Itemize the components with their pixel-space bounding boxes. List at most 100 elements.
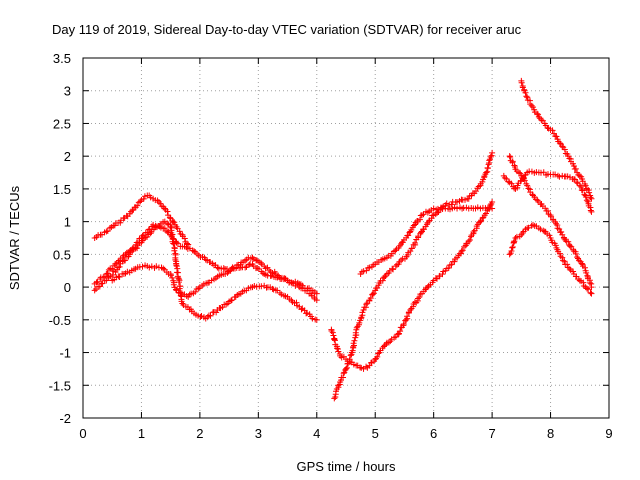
data-marker-track-i bbox=[523, 93, 530, 100]
data-point-track-b bbox=[161, 225, 168, 232]
data-marker-track-b bbox=[242, 264, 249, 271]
data-marker-track-h bbox=[572, 250, 579, 257]
data-marker-track-k bbox=[564, 261, 571, 268]
data-point-track-b bbox=[202, 256, 209, 263]
data-marker-track-e bbox=[404, 313, 411, 320]
data-marker-track-e bbox=[374, 353, 381, 360]
data-marker-track-c bbox=[228, 297, 235, 304]
x-tick-labels: 0 1 2 3 4 5 6 7 8 9 bbox=[79, 426, 612, 441]
data-marker-track-k bbox=[509, 243, 516, 250]
data-marker-track-d bbox=[116, 273, 123, 280]
data-marker-track-g bbox=[405, 232, 412, 239]
data-point-track-j bbox=[588, 208, 595, 215]
data-marker-track-f bbox=[389, 265, 396, 272]
data-marker-track-g bbox=[416, 216, 423, 223]
data-marker-track-f bbox=[390, 266, 397, 273]
data-marker-track-f bbox=[418, 229, 425, 236]
data-point-track-k bbox=[576, 277, 583, 284]
data-point-track-f bbox=[465, 195, 472, 202]
data-point-track-i bbox=[588, 195, 595, 202]
data-marker-track-h bbox=[574, 254, 581, 261]
data-marker-track-e bbox=[385, 339, 392, 346]
data-marker-track-k bbox=[583, 285, 590, 292]
data-point-track-b bbox=[313, 290, 320, 297]
data-marker-track-k bbox=[509, 244, 516, 251]
data-marker-track-d bbox=[170, 281, 177, 288]
data-point-track-i bbox=[524, 94, 531, 101]
data-marker-track-j bbox=[508, 180, 515, 187]
data-marker-track-e bbox=[448, 261, 455, 268]
data-marker-track-d bbox=[228, 265, 235, 272]
data-marker-track-i bbox=[556, 140, 563, 147]
x-tick-label: 1 bbox=[138, 426, 145, 441]
data-marker-track-c bbox=[175, 279, 182, 286]
data-marker-track-e bbox=[330, 332, 337, 339]
data-marker-track-a bbox=[164, 208, 171, 215]
data-marker-track-d bbox=[195, 285, 202, 292]
data-marker-track-e bbox=[329, 329, 336, 336]
data-marker-track-k bbox=[525, 224, 532, 231]
data-marker-track-c bbox=[298, 306, 305, 313]
data-marker-track-f bbox=[487, 153, 494, 160]
data-marker-track-h bbox=[515, 169, 522, 176]
data-marker-track-k bbox=[585, 286, 592, 293]
chart-title: Day 119 of 2019, Sidereal Day-to-day VTE… bbox=[52, 22, 522, 37]
data-marker-track-d bbox=[281, 274, 288, 281]
data-marker-track-k bbox=[580, 279, 587, 286]
data-point-track-j bbox=[576, 182, 583, 189]
data-point-track-f bbox=[343, 365, 349, 372]
data-point-track-i bbox=[576, 172, 583, 179]
data-point-track-d bbox=[249, 254, 256, 261]
data-marker-track-a bbox=[134, 202, 141, 209]
data-marker-track-c bbox=[309, 315, 316, 322]
data-marker-track-e bbox=[414, 295, 421, 302]
data-marker-track-c bbox=[147, 230, 154, 237]
data-marker-track-g bbox=[482, 205, 489, 212]
data-marker-track-i bbox=[535, 111, 542, 118]
y-tick-label: -2 bbox=[59, 411, 71, 426]
data-marker-track-f bbox=[381, 274, 388, 281]
data-marker-track-k bbox=[559, 257, 566, 264]
data-marker-track-k bbox=[561, 258, 568, 265]
data-marker-track-f bbox=[488, 152, 495, 159]
data-point-track-e bbox=[331, 336, 338, 343]
data-marker-track-c bbox=[173, 262, 180, 269]
y-tick-label: -1 bbox=[59, 346, 71, 361]
data-marker-track-c bbox=[167, 223, 174, 230]
data-marker-track-b bbox=[93, 279, 100, 286]
data-marker-track-f bbox=[353, 324, 360, 331]
data-marker-track-e bbox=[451, 258, 458, 265]
data-marker-track-h bbox=[558, 228, 565, 235]
data-marker-track-c bbox=[204, 313, 211, 320]
data-marker-track-e bbox=[478, 217, 485, 224]
data-marker-track-f bbox=[369, 291, 376, 298]
data-marker-track-k bbox=[537, 226, 544, 233]
data-marker-track-f bbox=[340, 370, 347, 377]
data-marker-track-c bbox=[134, 245, 141, 252]
data-marker-track-f bbox=[408, 245, 415, 252]
data-marker-track-g bbox=[410, 222, 417, 229]
data-point-track-g bbox=[366, 264, 373, 271]
data-marker-track-h bbox=[507, 154, 514, 161]
data-marker-track-g bbox=[360, 268, 367, 275]
data-marker-track-j bbox=[518, 177, 525, 184]
data-marker-track-h bbox=[554, 225, 561, 232]
data-point-track-f bbox=[489, 149, 496, 156]
data-marker-track-b bbox=[245, 262, 252, 269]
data-marker-track-c bbox=[119, 258, 126, 265]
data-marker-track-c bbox=[207, 312, 214, 319]
x-tick-label: 6 bbox=[430, 426, 437, 441]
data-marker-track-f bbox=[479, 178, 486, 185]
data-point-track-d bbox=[313, 297, 320, 304]
data-point-track-f bbox=[331, 395, 338, 402]
data-marker-track-d bbox=[172, 286, 179, 293]
data-marker-track-j bbox=[582, 193, 589, 200]
data-point-track-i bbox=[530, 104, 537, 111]
data-marker-track-h bbox=[542, 205, 549, 212]
data-marker-track-c bbox=[258, 283, 265, 290]
x-tick-label: 0 bbox=[79, 426, 86, 441]
data-marker-track-g bbox=[486, 206, 493, 213]
data-marker-track-a bbox=[181, 235, 188, 242]
data-marker-track-h bbox=[581, 264, 588, 271]
